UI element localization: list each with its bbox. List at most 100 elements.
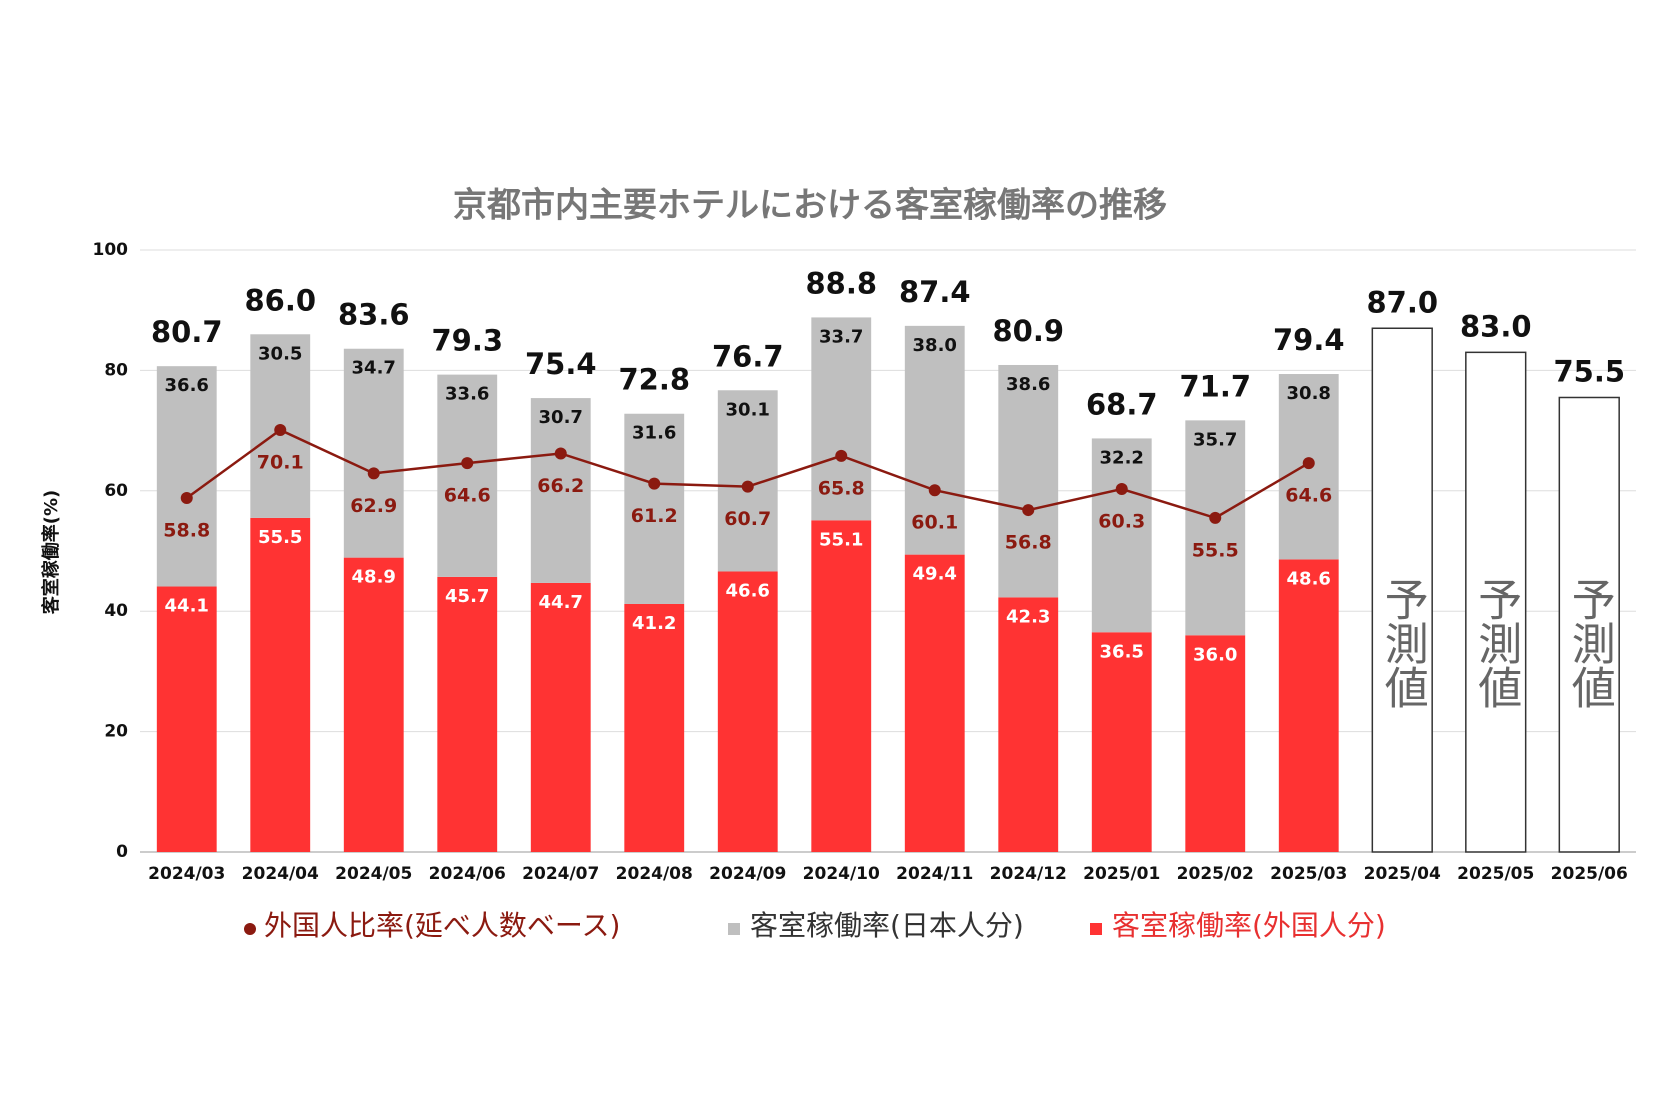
line-point xyxy=(180,492,193,505)
bar-value-label: 30.1 xyxy=(726,399,770,420)
x-tick-label: 2024/07 xyxy=(522,864,599,884)
x-tick-label: 2024/03 xyxy=(148,864,225,884)
line-point xyxy=(461,457,474,470)
bar-segment xyxy=(998,597,1059,852)
bar-segment xyxy=(156,586,217,852)
x-tick-label: 2025/02 xyxy=(1177,864,1254,884)
total-label: 68.7 xyxy=(1086,387,1158,421)
total-label: 79.4 xyxy=(1273,323,1345,357)
bar-segment xyxy=(250,517,311,852)
y-tick-label: 100 xyxy=(93,240,129,260)
x-tick-label: 2024/06 xyxy=(429,864,506,884)
bar-segment xyxy=(437,374,498,577)
bar-value-label: 38.6 xyxy=(1006,374,1050,395)
total-label: 87.4 xyxy=(899,275,971,309)
bar-segment xyxy=(811,317,872,521)
line-value-label: 66.2 xyxy=(537,475,584,497)
x-tick-label: 2025/03 xyxy=(1270,864,1347,884)
bar-value-label: 30.5 xyxy=(258,343,302,364)
legend-marker xyxy=(728,923,740,935)
bar-value-label: 32.2 xyxy=(1100,447,1144,468)
bar-value-label: 36.0 xyxy=(1193,644,1237,665)
bar-value-label: 46.6 xyxy=(726,580,770,601)
total-label: 80.7 xyxy=(151,315,223,349)
total-label: 88.8 xyxy=(805,266,877,300)
bar-segment xyxy=(530,398,591,583)
forecast-value-label: 83.0 xyxy=(1460,309,1532,343)
bar-value-label: 30.7 xyxy=(539,407,583,428)
total-label: 71.7 xyxy=(1179,369,1251,403)
line-value-label: 65.8 xyxy=(818,477,865,499)
x-tick-label: 2025/04 xyxy=(1364,864,1441,884)
bar-value-label: 44.1 xyxy=(165,596,209,617)
forecast-bar xyxy=(1465,351,1527,853)
legend-label: 客室稼働率(日本人分) xyxy=(750,909,1024,942)
bar-value-label: 34.7 xyxy=(352,358,396,379)
x-tick-label: 2024/10 xyxy=(803,864,880,884)
total-label: 79.3 xyxy=(431,324,503,358)
bar-value-label: 55.5 xyxy=(258,527,302,548)
bar-value-label: 45.7 xyxy=(445,586,489,607)
line-point xyxy=(554,447,567,460)
bar-segment xyxy=(811,520,872,852)
line-point xyxy=(1302,457,1315,470)
bar-segment xyxy=(343,348,404,558)
y-tick-label: 40 xyxy=(104,601,128,621)
total-label: 83.6 xyxy=(338,298,410,332)
total-label: 72.8 xyxy=(618,363,690,397)
bar-value-label: 55.1 xyxy=(819,529,863,550)
bar-value-label: 33.7 xyxy=(819,326,863,347)
forecast-label: 予測値 xyxy=(1377,577,1429,709)
x-tick-label: 2024/04 xyxy=(242,864,319,884)
line-point xyxy=(648,477,661,490)
bar-value-label: 44.7 xyxy=(539,592,583,613)
bar-value-label: 36.6 xyxy=(165,375,209,396)
line-point xyxy=(274,423,287,436)
bar-value-label: 38.0 xyxy=(913,335,957,356)
x-tick-label: 2025/01 xyxy=(1083,864,1160,884)
line-value-label: 64.6 xyxy=(1285,485,1332,507)
line-value-label: 60.7 xyxy=(724,508,771,530)
line-value-label: 61.2 xyxy=(631,505,678,527)
line-point xyxy=(1209,511,1222,524)
bar-segment xyxy=(1091,438,1152,633)
bar-value-label: 30.8 xyxy=(1287,383,1331,404)
x-tick-label: 2025/05 xyxy=(1457,864,1534,884)
forecast-bar xyxy=(1371,327,1433,853)
bar-value-label: 41.2 xyxy=(632,613,676,634)
forecast-value-label: 75.5 xyxy=(1553,354,1625,388)
bar-value-label: 33.6 xyxy=(445,384,489,405)
forecast-value-label: 87.0 xyxy=(1366,285,1438,319)
line-point xyxy=(835,449,848,462)
total-label: 75.4 xyxy=(525,347,597,381)
y-tick-label: 60 xyxy=(104,481,128,501)
line-value-label: 60.1 xyxy=(911,512,958,534)
total-label: 80.9 xyxy=(992,314,1064,348)
y-tick-label: 20 xyxy=(104,722,128,742)
x-tick-label: 2024/05 xyxy=(335,864,412,884)
line-point xyxy=(928,484,941,497)
line-value-label: 55.5 xyxy=(1192,539,1239,561)
legend-label: 外国人比率(延べ人数ベース) xyxy=(264,909,620,942)
bar-segment xyxy=(904,554,965,852)
forecast-bar xyxy=(1558,396,1620,853)
line-value-label: 62.9 xyxy=(350,495,397,517)
chart-title: 京都市内主要ホテルにおける客室稼働率の推移 xyxy=(453,186,1167,226)
bar-segment xyxy=(624,603,685,852)
line-value-label: 58.8 xyxy=(163,520,210,542)
bar-value-label: 48.9 xyxy=(352,567,396,588)
line-value-label: 56.8 xyxy=(1005,532,1052,554)
line-point xyxy=(1115,482,1128,495)
legend-marker xyxy=(244,923,256,935)
bar-segment xyxy=(530,582,591,852)
line-point xyxy=(1022,504,1035,517)
bar-value-label: 49.4 xyxy=(913,564,957,585)
forecast-label: 予測値 xyxy=(1564,577,1616,709)
x-tick-label: 2024/09 xyxy=(709,864,786,884)
line-point xyxy=(741,480,754,493)
bar-value-label: 48.6 xyxy=(1287,568,1331,589)
x-tick-label: 2024/11 xyxy=(896,864,973,884)
bar-value-label: 31.6 xyxy=(632,423,676,444)
total-label: 86.0 xyxy=(244,283,316,317)
bar-value-label: 36.5 xyxy=(1100,641,1144,662)
